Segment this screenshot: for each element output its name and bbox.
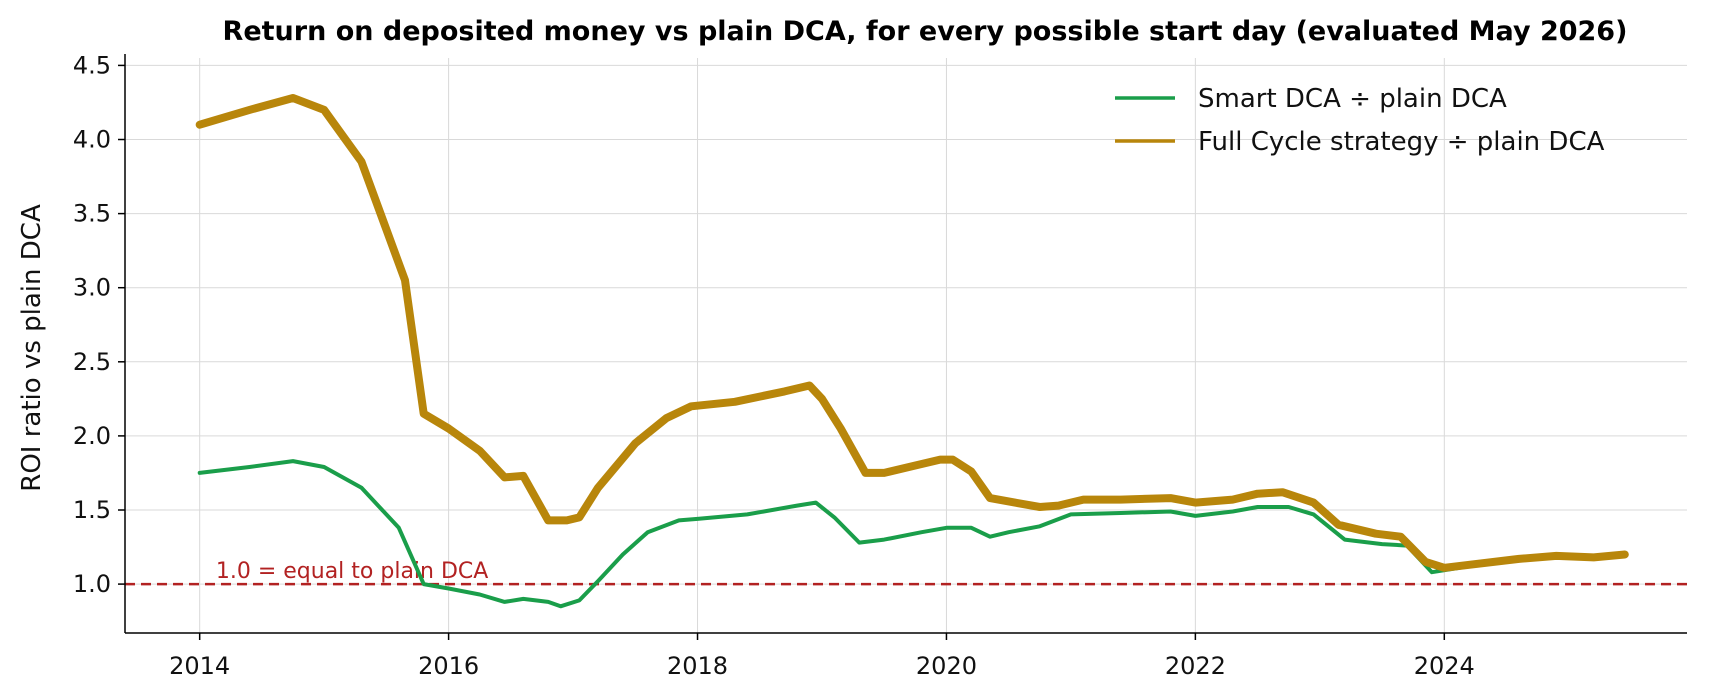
series-line-1 xyxy=(197,459,1627,609)
legend-label-1: Smart DCA ÷ plain DCA xyxy=(1198,84,1507,114)
reference-line-label: 1.0 = equal to plain DCA xyxy=(216,559,488,584)
x-tick-label: 2014 xyxy=(169,652,230,680)
y-tick-label: 4.0 xyxy=(73,126,111,154)
y-tick-label: 3.5 xyxy=(73,200,111,228)
y-tick-label: 3.0 xyxy=(73,274,111,302)
x-tick-label: 2016 xyxy=(418,652,479,680)
x-tick-label: 2018 xyxy=(667,652,728,680)
x-tick-label: 2022 xyxy=(1165,652,1226,680)
grid xyxy=(125,58,1687,633)
axes xyxy=(124,54,1687,634)
chart-title: Return on deposited money vs plain DCA, … xyxy=(223,16,1628,47)
tick-labels: 2014 2016 2018 2020 2022 2024 1.0 1.5 2.0 2.5 3.0 3… xyxy=(73,51,1475,680)
legend-label-2: Full Cycle strategy ÷ plain DCA xyxy=(1198,127,1605,157)
y-tick-label: 2.0 xyxy=(73,422,111,450)
y-axis-label: ROI ratio vs plain DCA xyxy=(17,204,47,492)
x-tick-label: 2020 xyxy=(916,652,977,680)
x-tick-label: 2024 xyxy=(1414,652,1475,680)
y-tick-label: 1.0 xyxy=(73,570,111,598)
y-tick-label: 1.5 xyxy=(73,496,111,524)
series-line-2 xyxy=(195,94,1629,572)
series-group xyxy=(195,94,1629,609)
y-tick-label: 2.5 xyxy=(73,348,111,376)
legend: Smart DCA ÷ plain DCA Full Cycle strategy… xyxy=(1115,84,1605,157)
y-tick-label: 4.5 xyxy=(73,51,111,79)
reference-line-group: 1.0 = equal to plain DCA xyxy=(125,559,1687,586)
